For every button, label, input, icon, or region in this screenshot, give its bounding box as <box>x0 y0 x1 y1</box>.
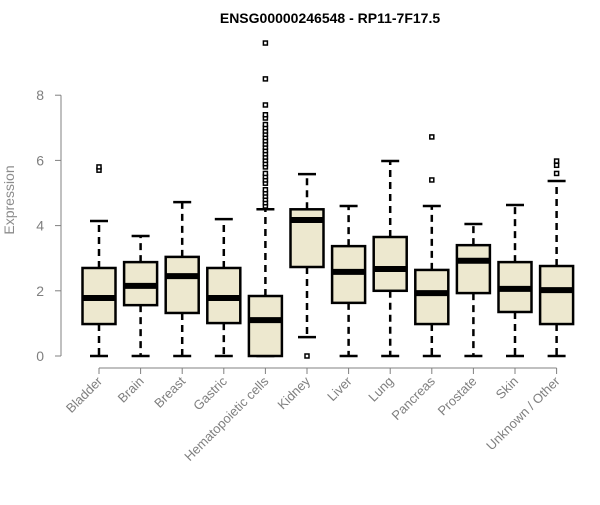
box-brain <box>122 234 159 358</box>
y-tick-label: 4 <box>36 218 44 234</box>
outlier-point <box>96 164 102 170</box>
box-kidney <box>289 172 325 359</box>
outlier-point <box>262 121 269 128</box>
y-tick-label: 6 <box>36 152 44 168</box>
x-tick-label: Pancreas <box>388 373 438 423</box>
box-iqr <box>538 264 575 326</box>
box-iqr <box>247 294 284 358</box>
outlier-point <box>429 134 435 140</box>
x-tick-label: Skin <box>493 374 521 402</box>
box-pancreas <box>414 134 450 358</box>
outlier-point <box>262 112 269 118</box>
x-tick-label: Breast <box>151 373 188 410</box>
outlier-point <box>262 102 269 108</box>
x-tick-label: Prostate <box>435 374 480 419</box>
x-tick-label: Liver <box>324 373 355 404</box>
box-iqr <box>372 235 408 293</box>
x-tick-label: Lung <box>365 374 396 405</box>
x-tick-label: Kidney <box>274 373 313 412</box>
boxes <box>81 40 575 359</box>
x-tick-label: Bladder <box>63 373 106 416</box>
box-gastric <box>206 217 242 358</box>
x-tick-label: Unknown / Other <box>483 373 563 453</box>
box-liver <box>330 204 367 358</box>
y-axis: 0 2 4 6 8 <box>36 87 62 364</box>
y-tick-label: 0 <box>36 348 44 364</box>
box-prostate <box>455 222 492 358</box>
box-iqr <box>414 268 450 326</box>
outlier-point <box>553 170 560 177</box>
outlier-point <box>262 170 269 177</box>
box-breast <box>164 200 200 358</box>
x-tick-label: Brain <box>115 374 147 406</box>
x-tick-label: Gastric <box>190 373 230 413</box>
outlier-point <box>304 353 310 359</box>
outlier-point <box>262 40 269 46</box>
outlier-point <box>429 177 435 183</box>
box-lung <box>372 159 408 358</box>
y-tick-label: 8 <box>36 87 44 103</box>
box-unknown-other <box>538 158 575 358</box>
outlier-point <box>553 162 560 169</box>
y-axis-label: Expression <box>1 165 17 234</box>
outlier-point <box>553 158 560 164</box>
y-tick-label: 2 <box>36 283 44 299</box>
box-iqr <box>455 243 492 295</box>
box-hematopoietic-cells <box>247 40 284 358</box>
outlier-point <box>262 76 269 82</box>
outlier-point <box>262 186 269 193</box>
box-iqr <box>164 255 200 315</box>
chart-title: ENSG00000246548 - RP11-7F17.5 <box>220 10 440 26</box>
box-skin <box>497 203 533 358</box>
box-bladder <box>81 164 117 358</box>
